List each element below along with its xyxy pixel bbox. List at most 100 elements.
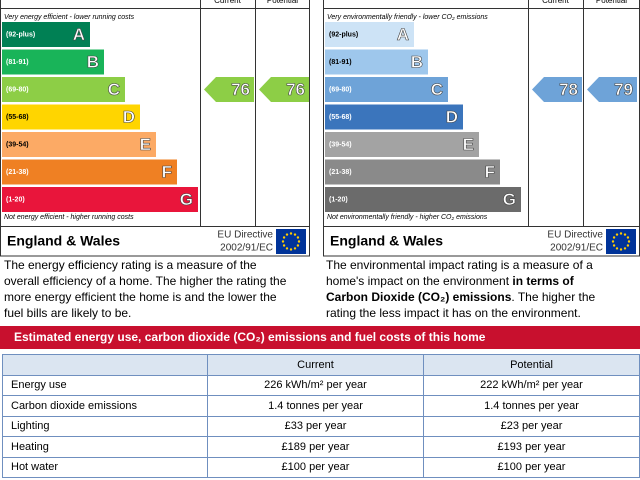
table-title: Estimated energy use, carbon dioxide (CO…: [0, 326, 640, 349]
band-range: (81-91): [6, 59, 29, 66]
band-letter: D: [123, 107, 135, 126]
value-cell: £33 per year: [207, 415, 424, 437]
eu-star: [623, 247, 627, 250]
value-cell: 222 kWh/m² per year: [423, 374, 640, 396]
description-text: The energy efficiency rating is a measur…: [4, 258, 287, 320]
band-range: (81-91): [329, 59, 352, 66]
rating-arrow: [259, 77, 309, 102]
eu-star: [296, 236, 300, 239]
region: England & Wales: [7, 233, 120, 249]
band-letter: A: [73, 25, 85, 44]
eu-star: [289, 248, 293, 251]
band-range: (55-68): [6, 114, 29, 121]
eu-star: [611, 240, 615, 243]
eu-star: [289, 232, 293, 235]
header-cell: Current: [207, 354, 424, 376]
band-range: (39-54): [329, 141, 352, 148]
label-cell: Lighting: [2, 415, 208, 437]
band-bar: [325, 22, 414, 47]
table-row: Heating £189 per year £193 per year: [2, 436, 640, 458]
cost-table: Current Potential Energy use 226 kWh/m² pe…: [2, 354, 640, 478]
value-cell: £23 per year: [423, 415, 640, 437]
band-letter: F: [485, 162, 495, 181]
top-note: Very environmentally friendly - lower CO…: [327, 14, 488, 21]
band-range: (55-68): [329, 114, 352, 121]
band-range: (69-80): [6, 86, 29, 93]
eu-star: [285, 247, 289, 250]
table-row: Lighting £33 per year £23 per year: [2, 415, 640, 437]
description-text: The environmental impact rating is a mea…: [326, 258, 593, 288]
eu-star: [615, 233, 619, 236]
eu-star: [293, 233, 297, 236]
description-emphasis: in terms of Carbon Dioxide (CO₂) emissio…: [326, 274, 574, 304]
eu-star: [626, 244, 630, 247]
band-letter: B: [87, 52, 99, 71]
header-cell: Potential: [423, 354, 640, 376]
band-bar: [325, 187, 521, 212]
band-letter: D: [446, 107, 458, 126]
eu-star: [282, 244, 286, 247]
band-bar: [325, 104, 463, 130]
band-bar: [2, 132, 156, 157]
directive: EU Directive: [217, 230, 273, 241]
rating-charts: Current Potential Very energy efficient - …: [0, 0, 640, 257]
bottom-note: Not energy efficient - higher running co…: [4, 214, 134, 221]
band-range: (21-38): [6, 169, 29, 176]
band-range: (92-plus): [6, 31, 35, 38]
rating-value: 76: [286, 80, 305, 99]
value-cell: 1.4 tonnes per year: [423, 395, 640, 417]
label-cell: Hot water: [2, 456, 208, 478]
band-bar: [2, 22, 90, 47]
eu-star: [623, 233, 627, 236]
value-cell: £100 per year: [423, 456, 640, 478]
column-header: Current: [542, 0, 569, 5]
band-letter: E: [140, 135, 151, 154]
value-cell: £189 per year: [207, 436, 424, 458]
eu-star: [281, 240, 285, 243]
band-bar: [2, 104, 140, 130]
panel-border: [0, 0, 310, 257]
band-bar: [325, 132, 479, 157]
rating-arrow: [532, 77, 582, 102]
band-letter: C: [431, 80, 443, 99]
eu-star: [627, 240, 631, 243]
band-letter: C: [108, 80, 120, 99]
header-cell: [2, 354, 208, 376]
eu-star: [615, 247, 619, 250]
band-range: (39-54): [6, 141, 29, 148]
band-bar: [325, 77, 448, 102]
eu-star: [619, 232, 623, 235]
directive: EU Directive: [547, 230, 603, 241]
eu-star: [297, 240, 301, 243]
eu-star: [282, 236, 286, 239]
description-text: . The higher the rating the less impact …: [326, 290, 596, 320]
eu-star: [626, 236, 630, 239]
top-note: Very energy efficient - lower running co…: [4, 14, 135, 21]
band-letter: E: [463, 135, 474, 154]
band-bar: [325, 49, 428, 75]
label-cell: Energy use: [2, 374, 208, 396]
column-header: Potential: [596, 0, 627, 5]
band-range: (92-plus): [329, 31, 358, 38]
rating-value: 76: [231, 80, 250, 99]
band-bar: [2, 49, 104, 75]
directive: 2002/91/EC: [550, 243, 603, 254]
eu-star: [619, 248, 623, 251]
region: England & Wales: [330, 233, 443, 249]
band-letter: F: [162, 162, 172, 181]
band-range: (21-38): [329, 169, 352, 176]
directive: 2002/91/EC: [220, 243, 273, 254]
eu-star: [612, 236, 616, 239]
table-row: Carbon dioxide emissions 1.4 tonnes per y…: [2, 395, 640, 417]
band-range: (69-80): [329, 86, 352, 93]
column-header: Current: [214, 0, 241, 5]
band-bar: [2, 159, 177, 185]
table-row: Hot water £100 per year £100 per year: [2, 456, 640, 478]
value-cell: £193 per year: [423, 436, 640, 458]
eu-star: [612, 244, 616, 247]
eu-star: [293, 247, 297, 250]
band-bar: [2, 187, 198, 212]
value-cell: £100 per year: [207, 456, 424, 478]
label-cell: Heating: [2, 436, 208, 458]
